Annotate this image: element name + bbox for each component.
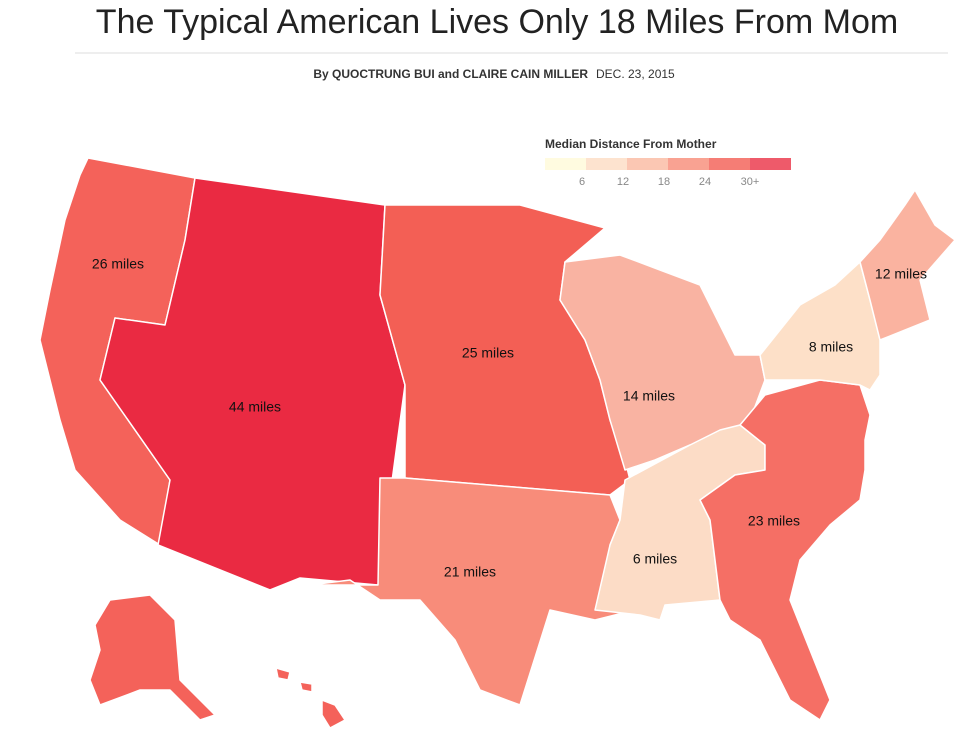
region: [859, 189, 956, 341]
date: DEC. 23, 2015: [596, 67, 675, 81]
title: The Typical American Lives Only 18 Miles…: [96, 3, 898, 41]
region-label: 23 miles: [748, 513, 800, 529]
region-label: 26 miles: [92, 256, 144, 272]
region-label: 6 miles: [633, 551, 677, 567]
region: [759, 261, 881, 391]
legend-tick-label: 24: [699, 176, 711, 188]
region-label: 12 miles: [875, 266, 927, 282]
legend-swatch: [709, 158, 750, 170]
byline: By QUOCTRUNG BUI and CLAIRE CAIN MILLER: [313, 67, 588, 81]
region-label: 44 miles: [229, 399, 281, 415]
legend-tick-label: 30+: [741, 176, 760, 188]
legend-tick-label: 12: [617, 176, 629, 188]
region-label: 21 miles: [444, 564, 496, 580]
region: [699, 379, 871, 721]
legend-title: Median Distance From Mother: [545, 137, 717, 151]
region: [275, 667, 291, 681]
region: [89, 594, 216, 721]
legend-tick-label: 6: [579, 176, 585, 188]
legend-swatch: [627, 158, 668, 170]
legend-swatch: [586, 158, 627, 170]
legend-swatch: [668, 158, 709, 170]
region-label: 25 miles: [462, 345, 514, 361]
map: [39, 157, 956, 729]
region: [321, 699, 346, 729]
legend-swatch: [545, 158, 586, 170]
region: [299, 681, 313, 693]
region-label: 8 miles: [809, 339, 853, 355]
legend-tick-label: 18: [658, 176, 670, 188]
region-label: 14 miles: [623, 388, 675, 404]
legend-swatch: [750, 158, 791, 170]
legend: 6 12 18 24 30+: [545, 158, 791, 188]
region-labels: 26 miles 44 miles 25 miles 14 miles 21 m…: [92, 256, 927, 580]
